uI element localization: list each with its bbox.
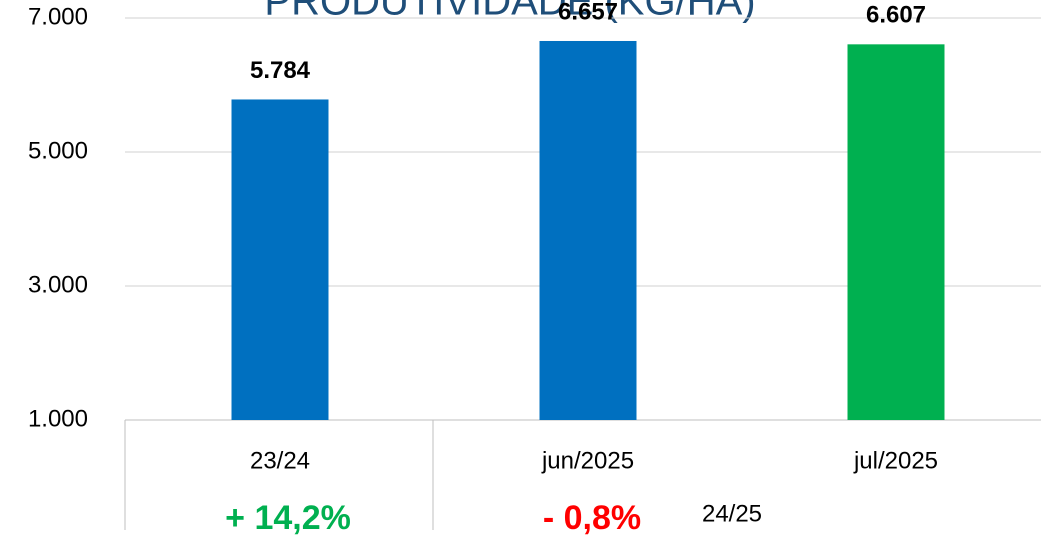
- bar: [847, 44, 945, 421]
- y-tick-label: 5.000: [28, 137, 88, 164]
- x-tick-label: jun/2025: [541, 447, 634, 474]
- annotation: 24/25: [702, 500, 762, 527]
- x-tick-label: 23/24: [250, 447, 310, 474]
- annotation: - 0,8%: [543, 499, 641, 537]
- value-label: 6.657: [558, 0, 618, 25]
- value-label: 6.607: [866, 2, 926, 29]
- chart-title: PRODUTIVIDADE (KG/HA): [264, 0, 755, 24]
- bar: [231, 99, 329, 421]
- bar: [539, 40, 637, 421]
- y-tick-label: 3.000: [28, 271, 88, 298]
- value-label: 5.784: [250, 57, 311, 84]
- y-tick-label: 7.000: [28, 3, 88, 30]
- annotation: + 14,2%: [225, 499, 351, 537]
- y-tick-label: 1.000: [28, 405, 88, 432]
- x-tick-label: jul/2025: [853, 447, 938, 474]
